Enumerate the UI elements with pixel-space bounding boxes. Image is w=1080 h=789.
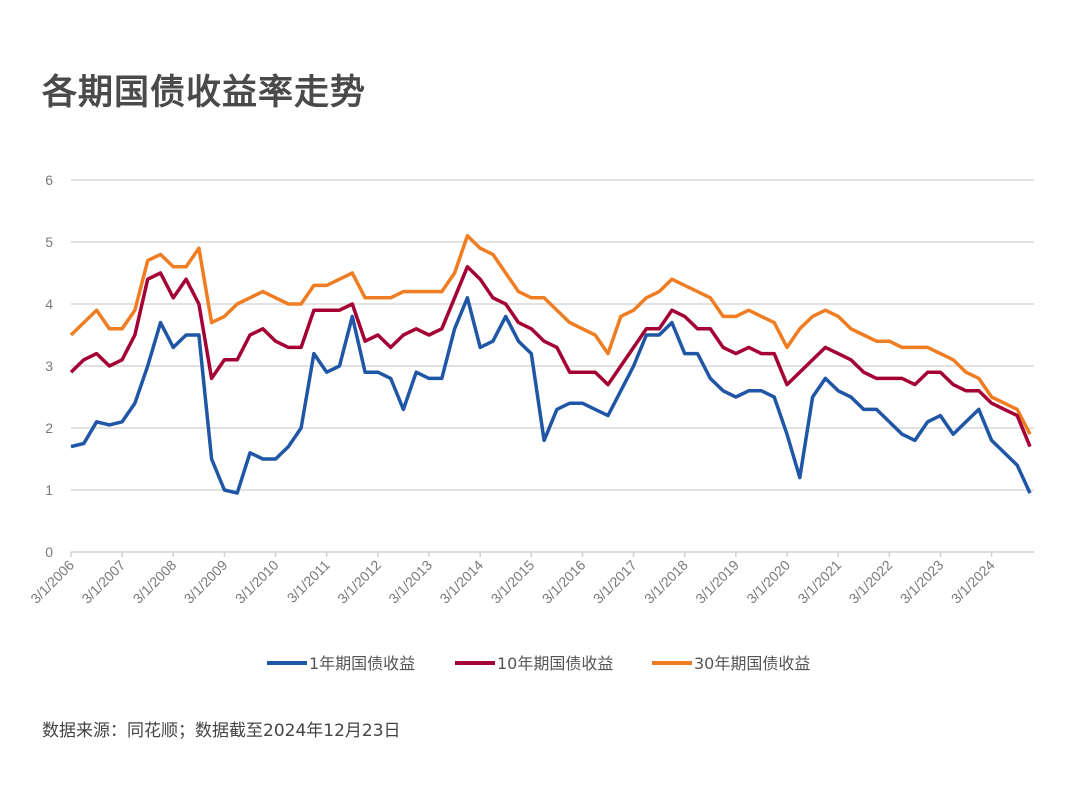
x-tick-label: 3/1/2013 xyxy=(385,557,435,607)
x-tick-label: 3/1/2019 xyxy=(692,557,742,607)
y-tick-label: 3 xyxy=(45,358,53,374)
y-tick-label: 6 xyxy=(45,172,53,188)
y-tick-label: 5 xyxy=(45,234,53,250)
series-line xyxy=(70,296,1032,495)
x-tick-label: 3/1/2010 xyxy=(232,557,282,607)
x-tick-label: 3/1/2007 xyxy=(78,557,128,607)
x-tick-label: 3/1/2009 xyxy=(181,557,231,607)
legend-label: 30年期国债收益 xyxy=(694,654,810,673)
x-tick-label: 3/1/2023 xyxy=(897,557,947,607)
y-tick-label: 0 xyxy=(45,544,53,560)
x-tick-label: 3/1/2014 xyxy=(436,557,486,607)
legend-label: 1年期国债收益 xyxy=(309,654,415,673)
x-tick-label: 3/1/2017 xyxy=(590,557,640,607)
y-tick-label: 2 xyxy=(45,420,53,436)
data-source-note: 数据来源：同花顺；数据截至2024年12月23日 xyxy=(42,721,401,741)
x-tick-label: 3/1/2024 xyxy=(948,557,998,607)
x-tick-label: 3/1/2011 xyxy=(284,557,333,606)
x-tick-label: 3/1/2015 xyxy=(488,557,538,607)
chart-title: 各期国债收益率走势 xyxy=(42,73,367,113)
x-tick-label: 3/1/2018 xyxy=(641,557,691,607)
x-tick-label: 3/1/2022 xyxy=(846,557,896,607)
series-line xyxy=(69,234,1032,436)
x-tick-label: 3/1/2016 xyxy=(539,557,589,607)
x-tick-label: 3/1/2006 xyxy=(27,557,77,607)
x-tick-label: 3/1/2008 xyxy=(130,557,180,607)
series-line xyxy=(69,265,1032,448)
y-tick-label: 4 xyxy=(45,296,53,312)
x-tick-label: 3/1/2020 xyxy=(743,557,793,607)
y-tick-label: 1 xyxy=(45,482,53,498)
x-tick-label: 3/1/2012 xyxy=(334,557,384,607)
x-tick-label: 3/1/2021 xyxy=(794,557,844,607)
legend-label: 10年期国债收益 xyxy=(497,654,613,673)
